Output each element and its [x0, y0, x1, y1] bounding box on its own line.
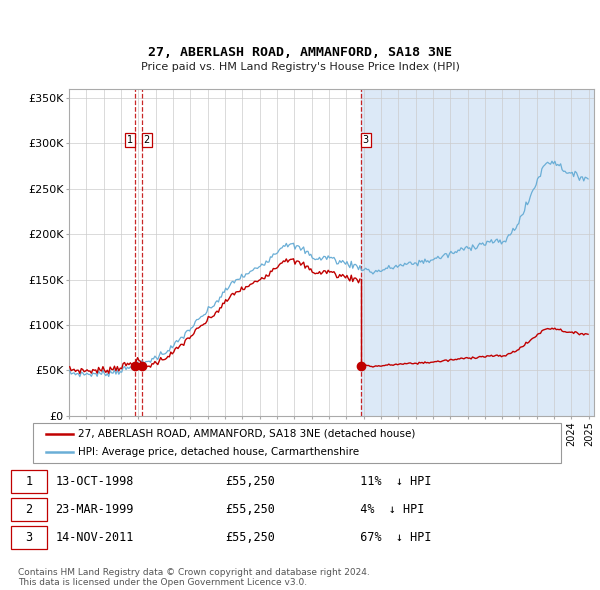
FancyBboxPatch shape: [11, 470, 47, 493]
Text: 3: 3: [25, 531, 32, 544]
Text: £55,250: £55,250: [225, 475, 275, 488]
Text: 67%  ↓ HPI: 67% ↓ HPI: [346, 531, 431, 544]
Text: 27, ABERLASH ROAD, AMMANFORD, SA18 3NE: 27, ABERLASH ROAD, AMMANFORD, SA18 3NE: [148, 46, 452, 59]
Text: Price paid vs. HM Land Registry's House Price Index (HPI): Price paid vs. HM Land Registry's House …: [140, 62, 460, 72]
Text: 13-OCT-1998: 13-OCT-1998: [55, 475, 134, 488]
Text: £55,250: £55,250: [225, 503, 275, 516]
Text: 11%  ↓ HPI: 11% ↓ HPI: [346, 475, 431, 488]
Text: HPI: Average price, detached house, Carmarthenshire: HPI: Average price, detached house, Carm…: [78, 447, 359, 457]
Text: 1: 1: [25, 475, 32, 488]
Text: 4%  ↓ HPI: 4% ↓ HPI: [346, 503, 424, 516]
Text: 3: 3: [362, 135, 369, 145]
Text: 27, ABERLASH ROAD, AMMANFORD, SA18 3NE (detached house): 27, ABERLASH ROAD, AMMANFORD, SA18 3NE (…: [78, 429, 415, 439]
Text: 2: 2: [25, 503, 32, 516]
Text: £55,250: £55,250: [225, 531, 275, 544]
Text: 14-NOV-2011: 14-NOV-2011: [55, 531, 134, 544]
Text: Contains HM Land Registry data © Crown copyright and database right 2024.
This d: Contains HM Land Registry data © Crown c…: [18, 568, 370, 587]
Bar: [361, 88, 594, 416]
Text: 1: 1: [127, 135, 133, 145]
FancyBboxPatch shape: [33, 423, 561, 463]
Text: 2: 2: [143, 135, 150, 145]
Text: 23-MAR-1999: 23-MAR-1999: [55, 503, 134, 516]
FancyBboxPatch shape: [11, 526, 47, 549]
FancyBboxPatch shape: [11, 497, 47, 522]
